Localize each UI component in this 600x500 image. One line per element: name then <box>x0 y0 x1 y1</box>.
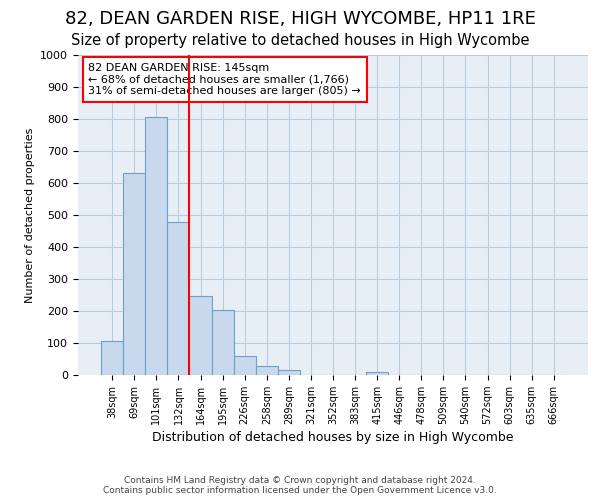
Text: Contains HM Land Registry data © Crown copyright and database right 2024.
Contai: Contains HM Land Registry data © Crown c… <box>103 476 497 495</box>
Bar <box>233 356 256 375</box>
Text: 82, DEAN GARDEN RISE, HIGH WYCOMBE, HP11 1RE: 82, DEAN GARDEN RISE, HIGH WYCOMBE, HP11… <box>65 10 535 28</box>
Bar <box>212 310 233 375</box>
Bar <box>366 372 388 375</box>
Bar <box>190 296 212 375</box>
Bar <box>145 118 167 375</box>
Bar <box>167 222 190 375</box>
Bar <box>278 370 300 375</box>
Bar <box>123 174 145 375</box>
Bar <box>256 366 278 375</box>
Bar <box>101 341 123 375</box>
X-axis label: Distribution of detached houses by size in High Wycombe: Distribution of detached houses by size … <box>152 431 514 444</box>
Text: Size of property relative to detached houses in High Wycombe: Size of property relative to detached ho… <box>71 32 529 48</box>
Y-axis label: Number of detached properties: Number of detached properties <box>25 128 35 302</box>
Text: 82 DEAN GARDEN RISE: 145sqm
← 68% of detached houses are smaller (1,766)
31% of : 82 DEAN GARDEN RISE: 145sqm ← 68% of det… <box>88 63 361 96</box>
